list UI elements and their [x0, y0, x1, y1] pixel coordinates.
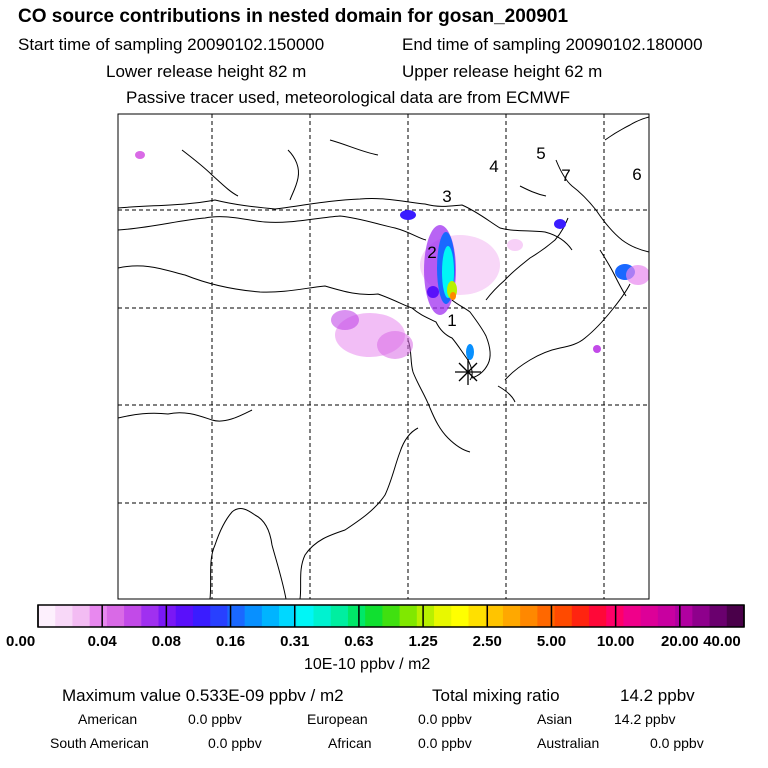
- australian-label: Australian: [537, 735, 600, 751]
- colorbar-swatch: [434, 605, 452, 627]
- colorbar-tick-label: 0.00: [6, 633, 35, 650]
- colorbar-tick-label: 2.50: [473, 633, 502, 650]
- colorbar-swatch: [175, 605, 194, 627]
- colorbar-swatch: [347, 605, 366, 627]
- end-time-label: End time of sampling 20090102.180000: [402, 35, 703, 54]
- region-label-7: 7: [561, 166, 570, 185]
- colorbar-swatch: [38, 605, 56, 627]
- page-title: CO source contributions in nested domain…: [18, 6, 569, 27]
- colorbar-tick-label: 0.08: [152, 633, 181, 650]
- colorbar-swatch: [279, 605, 297, 627]
- lower-release-label: Lower release height 82 m: [106, 62, 307, 81]
- colorbar-swatch: [296, 605, 315, 627]
- colorbar-tick-label: 20.00: [661, 633, 699, 650]
- colorbar-swatch: [571, 605, 590, 627]
- colorbar-swatch: [502, 605, 521, 627]
- max-value-label: Maximum value 0.533E-09 ppbv / m2: [62, 686, 344, 705]
- concentration-field: [135, 151, 649, 360]
- european-label: European: [307, 711, 368, 727]
- asian-label: Asian: [537, 711, 573, 727]
- colorbar-swatch: [709, 605, 728, 627]
- colorbar-swatch: [227, 605, 246, 627]
- african-label: African: [328, 735, 372, 751]
- colorbar-swatch: [692, 605, 711, 627]
- colorbar-outline: [37, 604, 745, 628]
- upper-release-label: Upper release height 62 m: [402, 62, 603, 81]
- colorbar-tick-label: 0.04: [88, 633, 118, 650]
- european-value: 0.0 ppbv: [418, 711, 472, 727]
- total-mixing-value: 14.2 ppbv: [620, 686, 695, 705]
- colorbar-swatch: [261, 605, 280, 627]
- south-american-label: South American: [50, 735, 149, 751]
- coastlines: [118, 116, 649, 599]
- asian-value: 14.2 ppbv: [614, 711, 676, 727]
- region-label-1: 1: [447, 311, 456, 330]
- colorbar-swatch: [537, 605, 556, 627]
- colorbar-swatch: [382, 605, 401, 627]
- colorbar: 0.00 0.04 0.08 0.16 0.31 0.63 1.25 2.50 5.00 10.0…: [6, 604, 745, 650]
- colorbar-swatch: [244, 605, 263, 627]
- colorbar-swatch: [554, 605, 573, 627]
- colorbar-swatch: [399, 605, 418, 627]
- colorbar-swatch: [468, 605, 487, 627]
- region-label-2: 2: [427, 243, 436, 262]
- south-american-value: 0.0 ppbv: [208, 735, 262, 751]
- colorbar-swatch: [520, 605, 538, 627]
- colorbar-swatch: [726, 605, 745, 627]
- region-label-3: 3: [442, 187, 451, 206]
- colorbar-tick-label: 5.00: [537, 633, 566, 650]
- colorbar-swatch: [485, 605, 504, 627]
- american-label: American: [78, 711, 138, 727]
- colorbar-swatch: [675, 605, 693, 627]
- colorbar-tick-label: 0.31: [280, 633, 309, 650]
- colorbar-swatch: [657, 605, 676, 627]
- colorbar-swatch: [623, 605, 642, 627]
- colorbar-swatch: [124, 605, 142, 627]
- map-gridlines: [118, 114, 649, 599]
- colorbar-swatch: [589, 605, 607, 627]
- colorbar-tick-label: 1.25: [408, 633, 437, 650]
- african-value: 0.0 ppbv: [418, 735, 472, 751]
- colorbar-swatch: [158, 605, 177, 627]
- colorbar-swatch: [416, 605, 435, 627]
- colorbar-swatch: [210, 605, 228, 627]
- region-label-6: 6: [632, 165, 641, 184]
- american-value: 0.0 ppbv: [188, 711, 242, 727]
- start-time-label: Start time of sampling 20090102.150000: [18, 35, 325, 54]
- colorbar-swatch: [72, 605, 91, 627]
- colorbar-swatch: [141, 605, 160, 627]
- colorbar-swatch: [89, 605, 108, 627]
- map-frame: [118, 114, 649, 599]
- colorbar-unit: 10E-10 ppbv / m2: [304, 656, 431, 673]
- colorbar-swatch: [313, 605, 332, 627]
- colorbar-swatch: [192, 605, 211, 627]
- total-mixing-label: Total mixing ratio: [432, 686, 560, 705]
- colorbar-tick-label: 10.00: [597, 633, 635, 650]
- colorbar-swatch: [640, 605, 659, 627]
- region-label-4: 4: [489, 157, 498, 176]
- asterisk-icon: [455, 359, 481, 385]
- colorbar-tick-label: 0.63: [344, 633, 373, 650]
- australian-value: 0.0 ppbv: [650, 735, 704, 751]
- colorbar-swatch: [55, 605, 73, 627]
- colorbar-swatch: [365, 605, 383, 627]
- colorbar-tick-label: 0.16: [216, 633, 245, 650]
- colorbar-tick-label: 40.00: [703, 633, 741, 650]
- colorbar-swatch: [106, 605, 125, 627]
- tracer-note: Passive tracer used, meteorological data…: [126, 88, 571, 107]
- region-label-5: 5: [536, 144, 545, 163]
- colorbar-swatch: [330, 605, 349, 627]
- colorbar-swatch: [451, 605, 469, 627]
